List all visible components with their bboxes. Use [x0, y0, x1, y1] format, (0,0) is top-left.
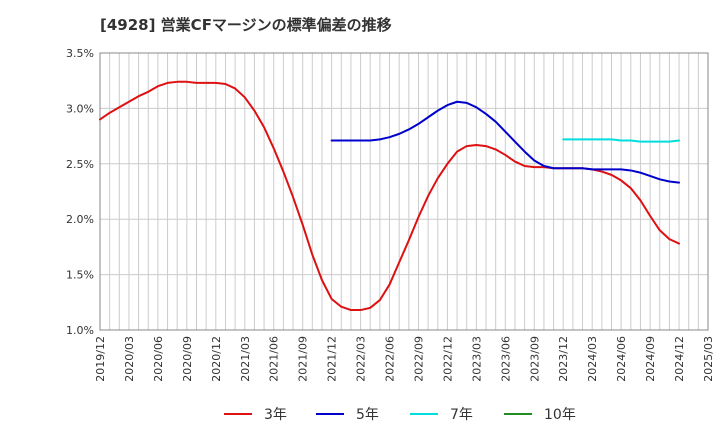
chart-title: [4928] 営業CFマージンの標準偏差の推移 — [100, 16, 392, 34]
plot-frame — [99, 52, 709, 331]
y-tick-label: 3.5% — [66, 47, 94, 60]
x-tick-label: 2024/09 — [644, 336, 657, 382]
legend-label-2: 5年 — [356, 407, 379, 423]
legend-label-4: 10年 — [544, 407, 576, 423]
series-line-2 — [330, 100, 681, 184]
plot-area — [100, 53, 708, 330]
y-tick-label: 2.0% — [66, 213, 94, 226]
x-tick-label: 2020/09 — [181, 336, 194, 382]
x-tick-label: 2024/03 — [586, 336, 599, 382]
series-line-3 — [562, 138, 681, 143]
x-tick-label: 2021/03 — [239, 336, 252, 382]
y-tick-label: 3.0% — [66, 102, 94, 115]
x-tick-label: 2021/12 — [326, 336, 339, 382]
x-tick-label: 2021/09 — [297, 336, 310, 382]
x-tick-label: 2024/06 — [615, 336, 628, 382]
x-tick-label: 2021/06 — [268, 336, 281, 382]
x-tick-label: 2020/03 — [123, 336, 136, 382]
y-tick-label: 2.5% — [66, 158, 94, 171]
x-tick-label: 2023/12 — [557, 336, 570, 382]
x-tick-label: 2020/06 — [152, 336, 165, 382]
x-tick-label: 2022/12 — [441, 336, 454, 382]
x-tick-label: 2019/12 — [94, 336, 107, 382]
legend-label-1: 3年 — [264, 407, 287, 423]
x-tick-label: 2023/09 — [528, 336, 541, 382]
x-tick-label: 2025/03 — [702, 336, 715, 382]
x-tick-label: 2024/12 — [673, 336, 686, 382]
legend-label-3: 7年 — [450, 407, 473, 423]
x-tick-label: 2020/12 — [210, 336, 223, 382]
x-tick-label: 2023/06 — [499, 336, 512, 382]
x-tick-label: 2022/03 — [355, 336, 368, 382]
x-tick-label: 2022/06 — [384, 336, 397, 382]
x-tick-label: 2023/03 — [470, 336, 483, 382]
x-tick-label: 2022/09 — [412, 336, 425, 382]
y-tick-label: 1.5% — [66, 269, 94, 282]
y-tick-label: 1.0% — [66, 324, 94, 337]
